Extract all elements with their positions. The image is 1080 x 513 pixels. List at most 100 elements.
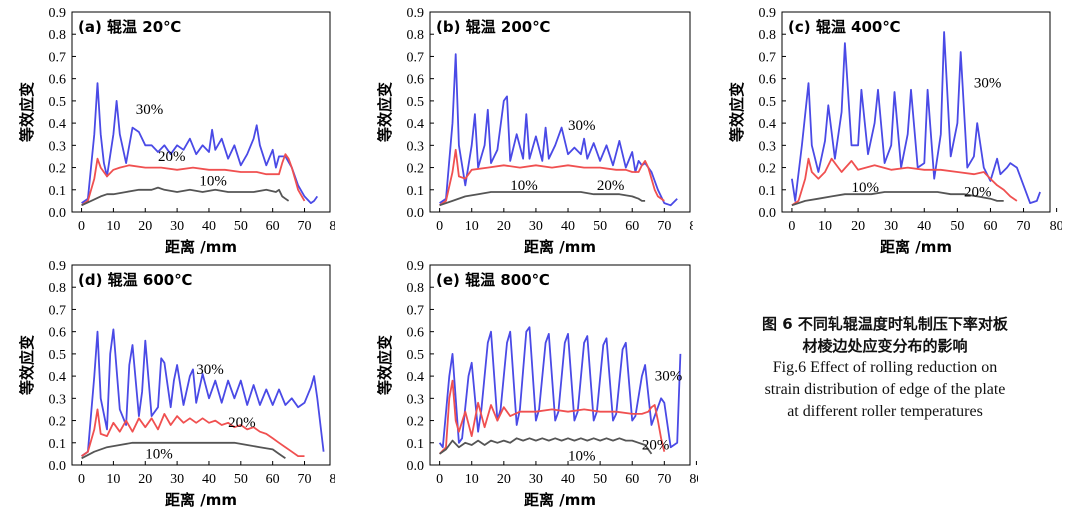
x-tick-label: 60 [266,219,280,234]
x-tick-label: 20 [851,219,865,234]
x-tick-label: 40 [561,219,575,234]
x-tick-label: 80 [689,219,693,234]
x-tick-label: 20 [497,472,511,487]
y-tick-label: 0.6 [49,73,67,88]
x-tick-label: 30 [529,472,543,487]
y-axis-label: 等效应变 [728,82,746,142]
chart-panel-d: 0.0 0.1 0.2 0.3 0.4 0.5 0.6 0.7 0.8 0.9 0 10 20 30 40 5… [0,258,335,513]
x-tick-label: 80 [329,472,335,487]
x-tick-label: 20 [138,472,152,487]
series-annotation: 10% [145,446,173,462]
x-tick-label: 0 [78,219,85,234]
panel-label: (a) 辊温 20℃ [78,18,181,36]
x-axis-label: 距离 /mm [524,491,596,509]
x-tick-label: 40 [917,219,931,234]
series-line-10pct [439,437,653,455]
x-tick-label: 40 [202,219,216,234]
x-tick-label: 60 [266,472,280,487]
series-annotation: 10% [199,173,227,189]
series-line-10pct [81,441,286,460]
x-tick-label: 50 [234,219,248,234]
chart-panel-b: 0.0 0.1 0.2 0.3 0.4 0.5 0.6 0.7 0.8 0.9 0 10 20 30 40 5… [358,0,693,255]
y-tick-label: 0.5 [49,348,67,363]
x-tick-label: 40 [561,472,575,487]
x-axis-label: 距离 /mm [165,491,237,509]
x-tick-label: 60 [625,472,639,487]
x-tick-label: 30 [884,219,898,234]
y-tick-label: 0.1 [759,184,777,199]
chart-b-svg: 0.0 0.1 0.2 0.3 0.4 0.5 0.6 0.7 0.8 0.9 0 10 20 30 40 5… [376,6,693,255]
series-annotation: 20% [642,437,670,453]
series-line-30pct [81,82,319,205]
y-tick-label: 0.9 [759,6,777,21]
y-tick-label: 0.7 [759,50,777,65]
y-tick-label: 0.6 [407,73,425,88]
series-line-20pct [81,408,305,458]
chart-panel-c: 0.0 0.1 0.2 0.3 0.4 0.5 0.6 0.7 0.8 0.9 0 10 20 30 40 5… [712,0,1062,255]
y-tick-label: 0.5 [407,95,425,110]
plot-frame [781,11,1051,213]
y-tick-label: 0.3 [49,139,67,154]
y-tick-label: 0.9 [49,259,67,274]
series-annotation: 20% [158,149,186,165]
x-tick-label: 10 [106,219,120,234]
x-tick-label: 70 [657,472,671,487]
x-tick-label: 10 [465,472,479,487]
y-tick-label: 0.5 [407,348,425,363]
y-tick-label: 0.5 [759,95,777,110]
series-annotation: 20% [597,178,625,194]
series-annotation: 10% [851,180,879,196]
x-tick-label: 20 [138,219,152,234]
series-annotation: 30% [568,118,596,134]
y-tick-label: 0.2 [759,162,777,177]
y-tick-label: 0.4 [49,370,67,385]
y-tick-label: 0.4 [407,117,425,132]
x-axis-label: 距离 /mm [524,238,596,255]
plot-frame [71,264,331,466]
y-tick-label: 0.8 [759,28,777,43]
y-tick-label: 0.4 [407,370,425,385]
series-annotation: 10% [510,178,538,194]
series-annotation: 30% [974,76,1002,92]
y-tick-label: 0.5 [49,95,67,110]
x-tick-label: 50 [234,472,248,487]
chart-panel-a: 0.0 0.1 0.2 0.3 0.4 0.5 0.6 0.7 0.8 0.9 0 10 20 30 40 5… [0,0,335,255]
y-tick-label: 0.1 [49,184,67,199]
y-axis-label: 等效应变 [18,335,36,395]
x-tick-label: 60 [983,219,997,234]
y-tick-label: 0.0 [49,206,67,221]
x-tick-label: 30 [170,472,184,487]
chart-d-svg: 0.0 0.1 0.2 0.3 0.4 0.5 0.6 0.7 0.8 0.9 0 10 20 30 40 5… [18,259,335,509]
chart-c-svg: 0.0 0.1 0.2 0.3 0.4 0.5 0.6 0.7 0.8 0.9 0 10 20 30 40 5… [728,6,1062,255]
x-tick-label: 70 [1017,219,1031,234]
panel-label: (b) 辊温 200℃ [436,18,550,36]
x-tick-label: 20 [497,219,511,234]
series-line-20pct [438,379,666,455]
x-tick-label: 80 [1050,219,1062,234]
x-axis-label: 距离 /mm [165,238,237,255]
y-tick-label: 0.0 [759,206,777,221]
series-annotation: 30% [655,369,683,385]
x-tick-label: 10 [106,472,120,487]
x-axis-label: 距离 /mm [880,238,952,255]
y-tick-label: 0.9 [49,6,67,21]
series-line-20pct [791,157,1018,207]
x-tick-label: 30 [529,219,543,234]
y-tick-label: 0.3 [759,139,777,154]
plot-frame [71,11,331,213]
y-tick-label: 0.3 [407,139,425,154]
y-tick-label: 0.2 [407,162,425,177]
x-tick-label: 80 [689,472,698,487]
y-tick-label: 0.0 [49,459,67,474]
figure-caption: 图 6 不同轧辊温度时轧制压下率对板 材棱边处应变分布的影响 Fig.6 Eff… [700,313,1070,423]
y-tick-label: 0.1 [407,184,425,199]
chart-e-svg: 0.0 0.1 0.2 0.3 0.4 0.5 0.6 0.7 0.8 0.9 0 10 20 30 40 5… [376,259,698,509]
y-tick-label: 0.8 [49,281,67,296]
caption-en-line1: Fig.6 Effect of rolling reduction on [772,359,998,376]
x-tick-label: 70 [657,219,671,234]
x-tick-label: 50 [593,219,607,234]
y-tick-label: 0.9 [407,6,425,21]
x-tick-label: 0 [788,219,795,234]
x-tick-label: 50 [593,472,607,487]
y-tick-label: 0.1 [49,437,67,452]
